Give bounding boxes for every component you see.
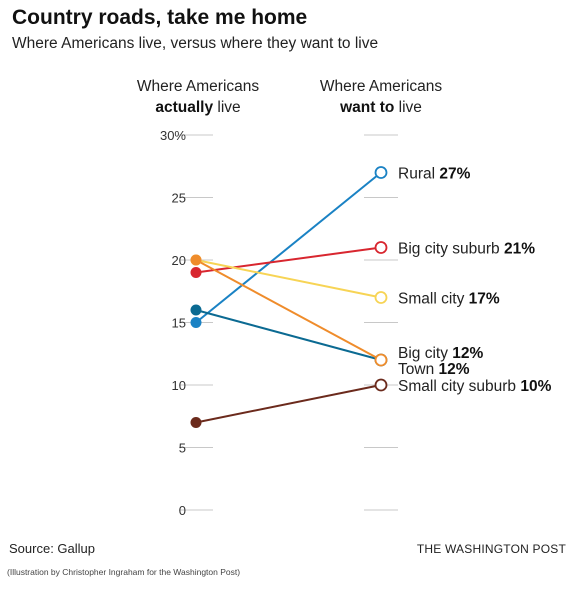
point-actual [190, 417, 202, 428]
series-labels: Rural 27% Big city suburb 21% Small city 1… [398, 166, 552, 396]
chart-subtitle: Where Americans live, versus where they … [12, 35, 379, 52]
right-column-heading-line1: Where Americans [319, 78, 443, 95]
series-label: Town 12% [398, 361, 470, 378]
point-actual [190, 254, 202, 266]
y-tick-label: 25 [172, 191, 186, 206]
series-label-name: Small city [398, 291, 469, 308]
y-tick-label: 0 [179, 503, 186, 518]
right-column-heading-rest: live [394, 99, 422, 116]
series-label-name: Big city [398, 345, 452, 362]
series-label-value: 12% [439, 361, 470, 378]
point-desired [374, 353, 388, 367]
series-line [195, 171, 382, 324]
series-line [195, 259, 382, 361]
series-label-value: 27% [439, 166, 470, 183]
series-label-value: 21% [504, 241, 535, 258]
left-column-heading: Where Americans actually live [113, 76, 283, 118]
series-label-name: Town [398, 361, 439, 378]
left-column-heading-line1: Where Americans [136, 78, 260, 95]
point-desired [374, 378, 388, 392]
series-label-value: 17% [469, 291, 500, 308]
series-lines [195, 171, 382, 424]
series-label: Small city 17% [398, 291, 500, 308]
y-tick-label: 30% [160, 128, 186, 143]
series-label-name: Big city suburb [398, 241, 504, 258]
y-axis: 0 5 10 15 20 25 30% [160, 128, 398, 518]
y-tick-label: 10 [172, 378, 186, 393]
right-column-heading: Where Americans want to live [296, 76, 466, 118]
series-label: Rural 27% [398, 166, 471, 183]
point-actual [190, 317, 202, 328]
point-actual [190, 304, 202, 316]
series-line [195, 259, 382, 299]
series-line [195, 309, 382, 361]
series-points [190, 166, 388, 428]
series-label-value: 10% [520, 378, 551, 395]
right-column-heading-bold: want to [340, 99, 395, 116]
series-label: Small city suburb 10% [398, 378, 552, 395]
publisher-name: THE WASHINGTON POST [416, 542, 566, 556]
left-column-heading-line2: actually live [113, 97, 283, 118]
point-desired [374, 241, 388, 254]
point-desired [374, 291, 388, 304]
source-note: Source: Gallup [9, 541, 95, 556]
series-label-value: 12% [452, 345, 483, 362]
series-label: Big city 12% [398, 345, 484, 362]
y-tick-label: 20 [172, 253, 186, 268]
left-column-heading-bold: actually [155, 99, 214, 116]
series-line [195, 246, 382, 274]
right-column-heading-line2: want to live [296, 97, 466, 118]
series-label-name: Small city suburb [398, 378, 520, 395]
series-label: Big city suburb 21% [398, 241, 535, 258]
left-column-heading-rest: live [213, 99, 241, 116]
point-desired [374, 166, 388, 179]
series-line [195, 384, 382, 424]
illustration-credit: (Illustration by Christopher Ingraham fo… [7, 567, 241, 577]
y-tick-label: 5 [179, 441, 186, 456]
point-actual [190, 267, 202, 278]
chart-title: Country roads, take me home [12, 6, 308, 29]
y-tick-label: 15 [172, 316, 186, 331]
series-label-name: Rural [398, 166, 439, 183]
